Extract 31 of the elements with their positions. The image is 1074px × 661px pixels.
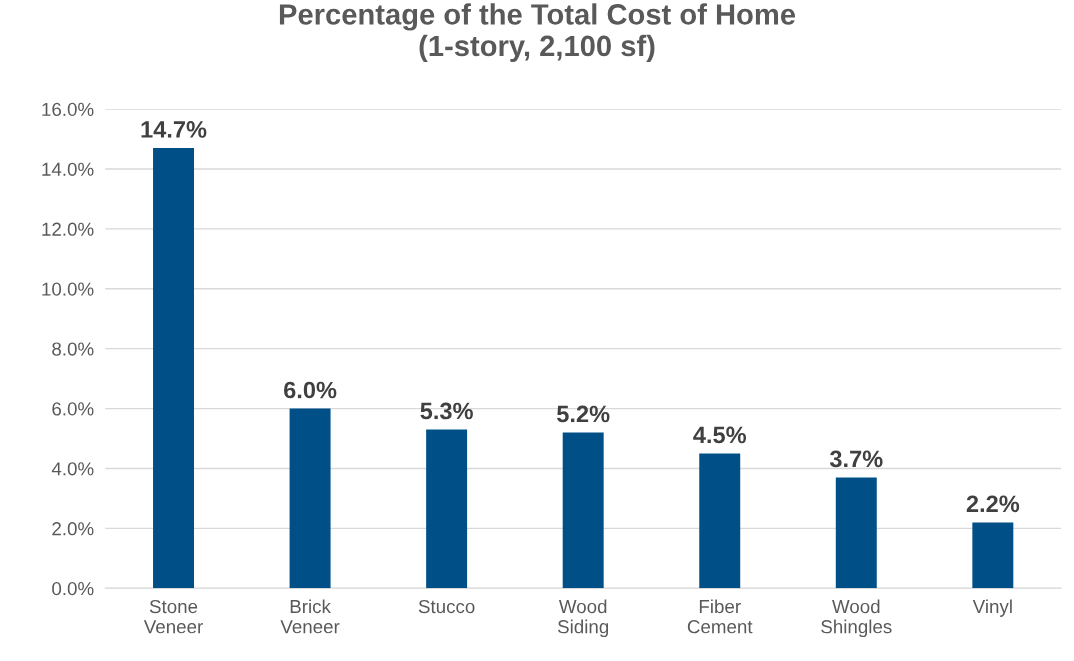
x-tick-label: Stucco [418,599,475,614]
x-tick-label: Brick Veneer [280,599,340,634]
data-label: 5.3% [420,402,473,420]
y-tick-label: 16.0% [42,102,94,117]
y-tick-label: 2.0% [52,522,94,536]
bar [562,432,604,589]
bar [153,148,195,589]
chart-title: Percentage of the Total Cost of Home (1-story, 2,100 sf) [279,3,796,63]
data-label: 14.7% [141,121,207,138]
data-label: 6.0% [284,381,337,399]
y-tick-label: 10.0% [42,282,94,296]
x-tick-label: Wood Shingles [821,599,892,638]
bar [426,429,468,589]
y-tick-label: 14.0% [42,162,94,176]
y-tick-label: 4.0% [51,462,94,476]
data-label: 4.5% [693,426,747,444]
x-tick-label: Wood Siding [557,599,609,638]
data-label: 2.2% [966,495,1020,513]
y-tick-label: 0.0% [52,581,94,596]
data-label: 5.2% [557,405,610,423]
y-tick-label: 12.0% [42,222,94,236]
data-label: 3.7% [829,450,883,468]
y-tick-label: 8.0% [52,342,94,356]
x-tick-label: Stone Veneer [143,599,203,634]
x-tick-label: Fiber Cement [687,599,753,634]
bar [835,477,877,589]
bar [972,522,1014,589]
y-tick-label: 6.0% [52,402,94,416]
bar [289,408,331,589]
bar [699,453,741,589]
x-tick-label: Vinyl [972,599,1012,617]
